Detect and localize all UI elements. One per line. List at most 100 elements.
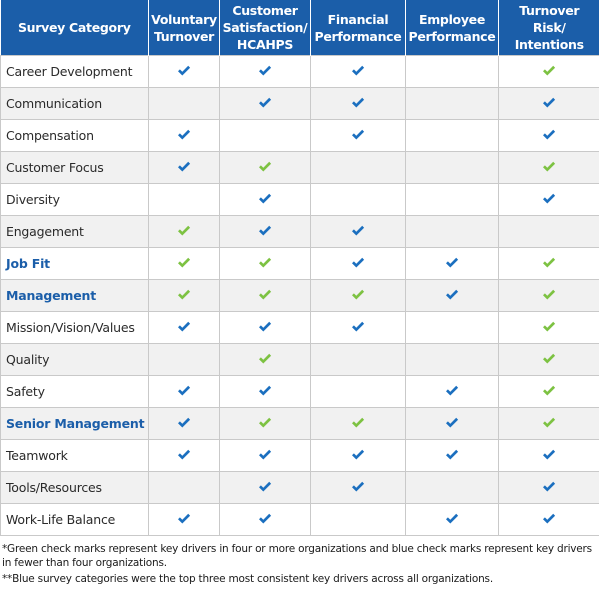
cell-customer-satisfaction <box>219 87 311 120</box>
blue-check-icon <box>259 450 272 460</box>
blue-check-icon <box>178 514 191 524</box>
blue-check-icon <box>543 130 556 140</box>
cell-turnover-risk <box>498 183 599 216</box>
cell-financial-performance <box>310 375 406 408</box>
cell-customer-satisfaction <box>219 55 311 88</box>
cell-voluntary-turnover <box>148 215 220 248</box>
cell-financial-performance <box>310 407 406 440</box>
table-row: Diversity <box>0 183 599 216</box>
cell-turnover-risk <box>498 471 599 504</box>
header-turnover-risk: Turnover Risk/ Intentions <box>498 0 599 56</box>
green-check-icon <box>543 258 556 268</box>
cell-turnover-risk <box>498 311 599 344</box>
cell-turnover-risk <box>498 439 599 472</box>
green-check-icon <box>543 322 556 332</box>
cell-employee-performance <box>405 215 499 248</box>
cell-turnover-risk <box>498 279 599 312</box>
table-row: Teamwork <box>0 439 599 472</box>
cell-employee-performance <box>405 87 499 120</box>
cell-financial-performance <box>310 343 406 376</box>
cell-customer-satisfaction <box>219 407 311 440</box>
blue-check-icon <box>352 130 365 140</box>
cell-employee-performance <box>405 471 499 504</box>
header-employee-performance: Employee Performance <box>405 0 499 56</box>
blue-check-icon <box>543 482 556 492</box>
cell-customer-satisfaction <box>219 375 311 408</box>
blue-check-icon <box>446 386 459 396</box>
blue-check-icon <box>352 482 365 492</box>
cell-customer-satisfaction <box>219 151 311 184</box>
blue-check-icon <box>446 290 459 300</box>
green-check-icon <box>543 66 556 76</box>
cell-customer-satisfaction <box>219 119 311 152</box>
green-check-icon <box>543 162 556 172</box>
cell-turnover-risk <box>498 87 599 120</box>
table-row: Management <box>0 279 599 312</box>
cell-customer-satisfaction <box>219 343 311 376</box>
cell-turnover-risk <box>498 407 599 440</box>
blue-check-icon <box>178 162 191 172</box>
table-row: Customer Focus <box>0 151 599 184</box>
cell-employee-performance <box>405 407 499 440</box>
cell-financial-performance <box>310 119 406 152</box>
blue-check-icon <box>352 226 365 236</box>
blue-check-icon <box>446 258 459 268</box>
cell-turnover-risk <box>498 343 599 376</box>
green-check-icon <box>259 258 272 268</box>
cell-customer-satisfaction <box>219 247 311 280</box>
cell-turnover-risk <box>498 503 599 536</box>
cell-financial-performance <box>310 439 406 472</box>
cell-voluntary-turnover <box>148 343 220 376</box>
cell-employee-performance <box>405 311 499 344</box>
green-check-icon <box>178 258 191 268</box>
blue-check-icon <box>178 386 191 396</box>
cell-financial-performance <box>310 503 406 536</box>
cell-voluntary-turnover <box>148 119 220 152</box>
cell-voluntary-turnover <box>148 247 220 280</box>
green-check-icon <box>259 418 272 428</box>
blue-check-icon <box>543 194 556 204</box>
cell-financial-performance <box>310 215 406 248</box>
table-row: Work-Life Balance <box>0 503 599 536</box>
green-check-icon <box>259 162 272 172</box>
cell-employee-performance <box>405 503 499 536</box>
blue-check-icon <box>446 514 459 524</box>
header-row: Survey Category Voluntary Turnover Custo… <box>0 0 599 56</box>
table-row: Career Development <box>0 55 599 88</box>
survey-category-cell: Mission/Vision/Values <box>0 311 149 344</box>
table-row: Quality <box>0 343 599 376</box>
blue-check-icon <box>446 418 459 428</box>
green-check-icon <box>259 290 272 300</box>
cell-employee-performance <box>405 279 499 312</box>
key-drivers-table: Survey Category Voluntary Turnover Custo… <box>0 0 599 536</box>
table-row: Job Fit <box>0 247 599 280</box>
cell-customer-satisfaction <box>219 183 311 216</box>
blue-check-icon <box>259 482 272 492</box>
header-survey-category: Survey Category <box>0 0 149 56</box>
green-check-icon <box>543 354 556 364</box>
survey-category-cell: Career Development <box>0 55 149 88</box>
survey-category-cell: Customer Focus <box>0 151 149 184</box>
green-check-icon <box>543 418 556 428</box>
green-check-icon <box>543 386 556 396</box>
cell-financial-performance <box>310 471 406 504</box>
table-row: Communication <box>0 87 599 120</box>
table-row: Mission/Vision/Values <box>0 311 599 344</box>
cell-customer-satisfaction <box>219 215 311 248</box>
blue-check-icon <box>259 98 272 108</box>
cell-turnover-risk <box>498 375 599 408</box>
cell-employee-performance <box>405 55 499 88</box>
cell-voluntary-turnover <box>148 151 220 184</box>
cell-employee-performance <box>405 151 499 184</box>
cell-turnover-risk <box>498 119 599 152</box>
cell-employee-performance <box>405 247 499 280</box>
cell-voluntary-turnover <box>148 311 220 344</box>
blue-check-icon <box>259 322 272 332</box>
cell-financial-performance <box>310 87 406 120</box>
blue-check-icon <box>352 450 365 460</box>
cell-financial-performance <box>310 151 406 184</box>
green-check-icon <box>352 418 365 428</box>
blue-check-icon <box>259 514 272 524</box>
survey-category-cell: Quality <box>0 343 149 376</box>
cell-voluntary-turnover <box>148 55 220 88</box>
